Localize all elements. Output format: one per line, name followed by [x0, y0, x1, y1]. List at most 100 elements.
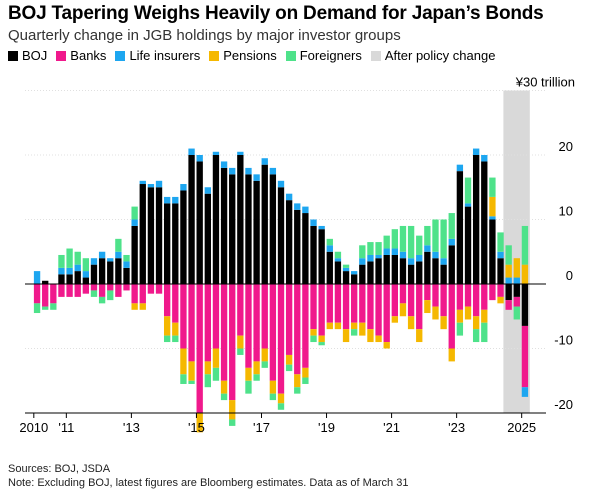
bar-segment-banks	[367, 284, 374, 330]
bar-segment-banks	[42, 284, 49, 307]
bar-segment-foreigners	[326, 238, 333, 246]
bar-segment-foreigners	[220, 393, 228, 401]
bar-segment-life-insurers	[74, 264, 81, 272]
bar-segment-life-insurers	[440, 258, 447, 265]
bar-segment-pensions	[359, 322, 366, 336]
bar-segment-life-insurers	[448, 238, 455, 246]
bar-segment-life-insurers	[489, 216, 496, 220]
bar-segment-banks	[237, 284, 244, 336]
bar-segment-banks	[407, 284, 415, 317]
bar-segment-pensions	[367, 329, 374, 343]
bar-segment-banks	[180, 284, 187, 349]
bar-segment-foreigners	[513, 306, 520, 320]
bar-segment-foreigners	[269, 393, 277, 401]
bar-segment-foreigners	[334, 251, 342, 259]
bar-segment-life-insurers	[172, 196, 179, 204]
bar-segment-life-insurers	[285, 193, 293, 201]
bar-segment-boj	[399, 258, 407, 284]
legend-item-pensions: Pensions	[209, 48, 277, 63]
x-tick-label: '15	[188, 420, 205, 435]
bar-segment-foreigners	[180, 374, 187, 384]
bar-segment-banks	[107, 284, 114, 291]
bar-segment-life-insurers	[90, 258, 98, 265]
bar-segment-foreigners	[204, 374, 211, 388]
x-tick-label: '23	[448, 420, 465, 435]
bar-segment-life-insurers	[253, 174, 260, 181]
bar-segment-pensions	[464, 306, 472, 320]
bar-segment-boj	[269, 174, 277, 284]
bar-segment-life-insurers	[294, 203, 301, 210]
bar-segment-life-insurers	[351, 271, 358, 275]
bar-segment-life-insurers	[391, 248, 398, 255]
bar-segment-life-insurers	[131, 219, 138, 226]
bar-segment-boj	[407, 264, 415, 284]
legend-swatch-pensions	[209, 50, 220, 61]
bar-segment-pensions	[440, 316, 447, 330]
bar-segment-foreigners	[277, 403, 285, 410]
bar-segment-foreigners	[318, 342, 325, 346]
bar-segment-boj	[391, 254, 398, 284]
bar-segment-foreigners	[464, 177, 472, 204]
bar-segment-banks	[505, 300, 512, 310]
bar-segment-boj	[123, 267, 130, 285]
bar-segment-boj	[163, 203, 171, 285]
bar-segment-boj	[342, 271, 350, 284]
bar-segment-pensions	[472, 316, 480, 330]
bar-segment-life-insurers	[155, 180, 163, 188]
legend-swatch-boj	[8, 50, 18, 61]
bar-segment-banks	[432, 284, 439, 307]
bar-segment-pensions	[448, 348, 455, 362]
bar-segment-pensions	[375, 335, 382, 343]
bar-segment-life-insurers	[180, 184, 187, 191]
bar-segment-banks	[342, 284, 350, 330]
bar-segment-boj	[351, 274, 358, 284]
bar-segment-pensions	[424, 300, 431, 314]
bar-segment-boj	[481, 161, 488, 284]
legend-item-life-insurers: Life insurers	[115, 48, 200, 63]
bar-segment-banks	[497, 284, 504, 297]
bar-segment-banks	[440, 284, 447, 317]
y-tick-label: -20	[554, 397, 573, 412]
bar-segment-banks	[115, 284, 122, 297]
bar-segment-foreigners	[188, 380, 195, 384]
bar-segment-foreigners	[33, 303, 41, 314]
bar-segment-foreigners	[98, 296, 106, 304]
bar-segment-banks	[58, 284, 65, 297]
bar-segment-pensions	[432, 306, 439, 320]
bar-segment-boj	[42, 280, 49, 284]
legend-label-after-policy-change: After policy change	[384, 48, 496, 63]
bar-segment-foreigners	[212, 367, 220, 381]
bar-segment-boj	[172, 203, 179, 285]
bar-segment-pensions	[294, 374, 301, 388]
bar-segment-boj	[90, 264, 98, 284]
bar-segment-foreigners	[253, 374, 260, 381]
bar-segment-boj	[375, 258, 382, 284]
bar-segment-foreigners	[131, 206, 138, 220]
bar-segment-boj	[204, 193, 211, 284]
bar-segment-pensions	[139, 303, 146, 310]
bar-segment-pensions	[180, 348, 187, 375]
bar-segment-banks	[131, 284, 138, 304]
bar-segment-boj	[310, 225, 317, 284]
bar-segment-pensions	[188, 361, 195, 381]
bar-segment-pensions	[196, 413, 203, 433]
bar-segment-foreigners	[351, 329, 358, 336]
bar-segment-life-insurers	[269, 167, 277, 175]
bar-segment-pensions	[489, 196, 496, 217]
bar-segment-foreigners	[285, 364, 293, 372]
bar-segment-banks	[212, 284, 220, 349]
bar-segment-life-insurers	[196, 155, 203, 162]
bar-segment-foreigners	[58, 254, 65, 268]
bar-segment-pensions	[285, 354, 293, 365]
bar-segment-banks	[399, 284, 407, 304]
x-tick-label: '11	[58, 420, 74, 435]
bar-segment-banks	[188, 284, 195, 362]
bar-segment-foreigners	[229, 419, 236, 426]
bar-segment-life-insurers	[383, 248, 390, 255]
bar-segment-banks	[66, 284, 73, 297]
bar-segment-banks	[472, 284, 480, 317]
bar-segment-banks	[310, 284, 317, 330]
bar-segment-life-insurers	[123, 261, 130, 268]
legend-swatch-life-insurers	[115, 50, 126, 61]
bar-segment-foreigners	[163, 335, 171, 343]
